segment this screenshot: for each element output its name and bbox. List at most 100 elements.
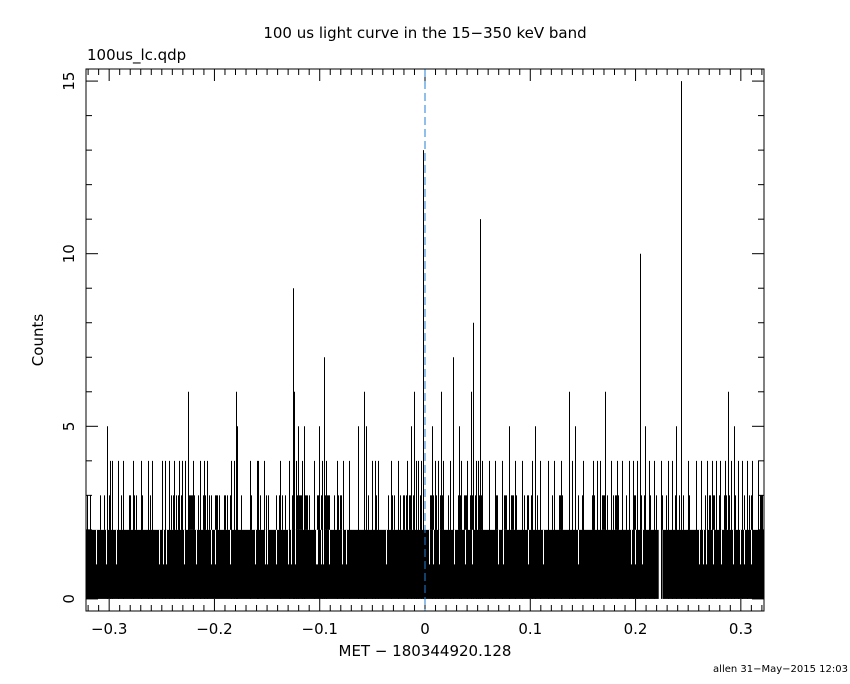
count-bar [178, 495, 179, 530]
count-bar [394, 495, 395, 530]
low-count-bin [342, 529, 343, 565]
low-count-bin [96, 529, 97, 565]
low-count-bin [472, 529, 473, 565]
count-bar [142, 495, 143, 530]
count-bar [719, 495, 720, 530]
count-bar [505, 495, 506, 530]
low-count-bin [215, 529, 216, 565]
count-bar [209, 495, 210, 530]
low-count-bin [721, 529, 722, 565]
count-bar [403, 495, 404, 530]
count-bar [709, 495, 710, 530]
count-bar [464, 495, 465, 530]
count-bar [338, 495, 339, 530]
count-bar [134, 495, 135, 530]
count-bar [527, 495, 528, 530]
count-bar [433, 495, 434, 530]
count-bar [109, 495, 110, 530]
x-tick-label: −0.2 [196, 620, 232, 638]
count-bar [713, 495, 714, 530]
count-bar [198, 495, 199, 530]
count-bar [409, 495, 410, 530]
low-count-bin [211, 529, 212, 565]
count-bar [436, 495, 437, 530]
y-axis-label: Counts [29, 314, 47, 367]
count-bar [121, 495, 122, 530]
count-bar [513, 495, 514, 530]
count-bar [297, 495, 298, 530]
low-count-bin [265, 529, 266, 565]
count-bar [340, 495, 341, 530]
count-bar [466, 495, 467, 530]
count-bar [219, 495, 220, 530]
low-count-bin [316, 529, 317, 565]
count-bar [594, 495, 595, 530]
count-bar [329, 495, 330, 530]
count-bar [406, 495, 407, 530]
count-bar [496, 495, 497, 530]
count-bar [644, 495, 645, 530]
x-tick-label: 0.3 [729, 620, 753, 638]
count-bar [749, 495, 750, 530]
count-bar [376, 495, 377, 530]
count-bar [537, 495, 538, 530]
count-bar [230, 495, 231, 530]
low-count-bin [321, 529, 322, 565]
x-tick-labels: −0.3 −0.2 −0.1 0 0.1 0.2 0.3 [91, 620, 753, 638]
low-count-bin [740, 529, 741, 565]
count-bar [762, 495, 763, 530]
low-count-bin [543, 529, 544, 565]
count-bar [512, 495, 513, 530]
count-bar [465, 495, 466, 530]
count-bar [285, 495, 286, 530]
count-bar [224, 495, 225, 530]
count-bar [440, 495, 441, 530]
low-count-bin [751, 529, 752, 565]
count-bar [592, 495, 593, 530]
count-bar [603, 495, 604, 530]
count-bar [602, 495, 603, 530]
plot-frame [85, 68, 765, 612]
count-bar [675, 495, 676, 530]
low-count-bin [631, 529, 632, 565]
count-bar [726, 495, 727, 530]
count-bar [251, 495, 252, 530]
count-bar [211, 495, 212, 530]
count-bar [87, 495, 88, 530]
count-bar [299, 495, 300, 530]
count-bar [516, 495, 517, 530]
count-bar [215, 495, 216, 530]
low-count-bin [267, 529, 268, 565]
count-bar [217, 495, 218, 530]
low-count-bin [230, 529, 231, 565]
low-count-bin [291, 529, 292, 565]
count-bar [458, 495, 459, 530]
count-bar [317, 495, 318, 530]
count-bar [420, 495, 421, 530]
count-bar [448, 495, 449, 530]
footer-stamp: allen 31−May−2015 12:03 [713, 664, 848, 675]
count-bar [413, 495, 414, 530]
chart-title: 100 us light curve in the 15−350 keV ban… [263, 24, 586, 42]
count-bar [662, 495, 663, 530]
low-count-bin [163, 529, 164, 565]
count-bar [192, 495, 193, 530]
count-bar [203, 495, 204, 530]
count-bar [559, 495, 560, 530]
count-bar [705, 495, 706, 530]
count-bar [679, 495, 680, 530]
count-bar [410, 495, 411, 530]
count-bar [282, 495, 283, 530]
low-count-bin [429, 529, 430, 565]
count-bar [710, 495, 711, 530]
count-bar [729, 495, 730, 530]
low-count-bin [323, 529, 324, 565]
count-bar [760, 495, 761, 530]
count-bar [689, 495, 690, 530]
count-bar [173, 495, 174, 530]
count-bar [181, 495, 182, 530]
count-bar [552, 495, 553, 530]
low-count-bin [276, 529, 277, 565]
chart-subtitle: 100us_lc.qdp [87, 46, 186, 65]
count-bar [334, 495, 335, 530]
